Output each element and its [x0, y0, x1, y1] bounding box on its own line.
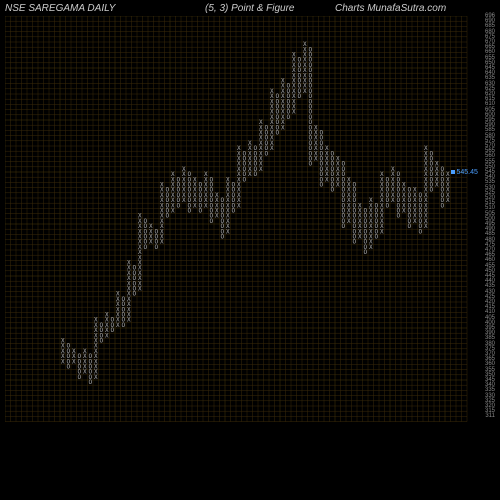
watermark: Charts MunafaSutra.com [335, 3, 446, 14]
svg-text:X: X [259, 166, 263, 173]
svg-text:X: X [193, 202, 197, 209]
svg-text:X: X [435, 182, 439, 189]
svg-text:X: X [413, 218, 417, 225]
svg-text:O: O [231, 208, 235, 215]
point-figure-chart[interactable]: XXXXXOOOOOXXXOOOOOXXXXXOOOOOOXXXXXXXXXXX… [5, 16, 470, 431]
svg-text:X: X [182, 197, 186, 204]
svg-text:X: X [292, 109, 296, 116]
ticker-title: NSE SAREGAMA DAILY [5, 3, 115, 14]
svg-text:X: X [61, 358, 65, 365]
svg-text:X: X [380, 228, 384, 235]
price-dot-icon [451, 170, 455, 174]
svg-text:O: O [286, 114, 290, 121]
svg-text:X: X [215, 213, 219, 220]
svg-text:X: X [270, 145, 274, 152]
current-price-marker: 545.45 [451, 169, 478, 176]
svg-text:O: O [209, 218, 213, 225]
svg-text:O: O [242, 176, 246, 183]
current-price-value: 545.45 [457, 169, 478, 176]
svg-text:O: O [330, 187, 334, 194]
svg-text:O: O [66, 364, 70, 371]
svg-text:O: O [319, 182, 323, 189]
svg-text:X: X [127, 317, 131, 324]
svg-text:X: X [116, 322, 120, 329]
svg-text:O: O [275, 130, 279, 137]
chart-canvas: XXXXXOOOOOXXXOOOOOXXXXXOOOOOOXXXXXXXXXXX… [5, 16, 470, 431]
svg-text:O: O [374, 234, 378, 241]
svg-text:O: O [363, 249, 367, 256]
svg-text:O: O [154, 244, 158, 251]
svg-text:O: O [429, 187, 433, 194]
price-axis: 6966906856806756706656606556506456406356… [470, 16, 495, 431]
svg-text:X: X [105, 332, 109, 339]
svg-text:X: X [424, 223, 428, 230]
svg-text:O: O [176, 202, 180, 209]
svg-text:O: O [187, 208, 191, 215]
svg-text:O: O [198, 208, 202, 215]
svg-text:X: X [237, 202, 241, 209]
svg-text:X: X [281, 124, 285, 131]
svg-text:O: O [396, 213, 400, 220]
svg-text:O: O [308, 161, 312, 168]
svg-text:X: X [204, 202, 208, 209]
chart-type-label: (5, 3) Point & Figure [205, 3, 294, 14]
svg-text:X: X [171, 208, 175, 215]
svg-text:O: O [440, 202, 444, 209]
chart-header: NSE SAREGAMA DAILY (5, 3) Point & Figure… [5, 3, 495, 17]
svg-text:X: X [226, 228, 230, 235]
svg-text:X: X [72, 358, 76, 365]
svg-text:X: X [303, 88, 307, 95]
chart-container: NSE SAREGAMA DAILY (5, 3) Point & Figure… [0, 0, 500, 500]
svg-text:X: X [149, 239, 153, 246]
svg-text:X: X [160, 239, 164, 246]
svg-text:X: X [248, 171, 252, 178]
svg-text:O: O [297, 93, 301, 100]
svg-text:O: O [253, 171, 257, 178]
svg-text:X: X [391, 197, 395, 204]
svg-text:O: O [220, 234, 224, 241]
svg-text:X: X [314, 156, 318, 163]
svg-text:O: O [110, 327, 114, 334]
svg-text:X: X [138, 286, 142, 293]
svg-text:X: X [402, 208, 406, 215]
svg-text:O: O [77, 374, 81, 381]
svg-text:O: O [132, 291, 136, 298]
svg-text:O: O [407, 223, 411, 230]
svg-text:X: X [336, 182, 340, 189]
svg-text:X: X [325, 176, 329, 183]
svg-text:X: X [446, 197, 450, 204]
svg-text:O: O [352, 239, 356, 246]
svg-text:X: X [83, 369, 87, 376]
svg-text:X: X [347, 218, 351, 225]
svg-text:O: O [418, 228, 422, 235]
svg-text:O: O [99, 338, 103, 345]
svg-text:O: O [385, 202, 389, 209]
svg-text:X: X [94, 374, 98, 381]
svg-text:O: O [143, 244, 147, 251]
svg-text:O: O [121, 322, 125, 329]
svg-text:O: O [264, 150, 268, 157]
svg-text:X: X [358, 234, 362, 241]
svg-text:O: O [88, 379, 92, 386]
svg-text:O: O [341, 223, 345, 230]
svg-text:O: O [165, 213, 169, 220]
svg-text:X: X [369, 244, 373, 251]
